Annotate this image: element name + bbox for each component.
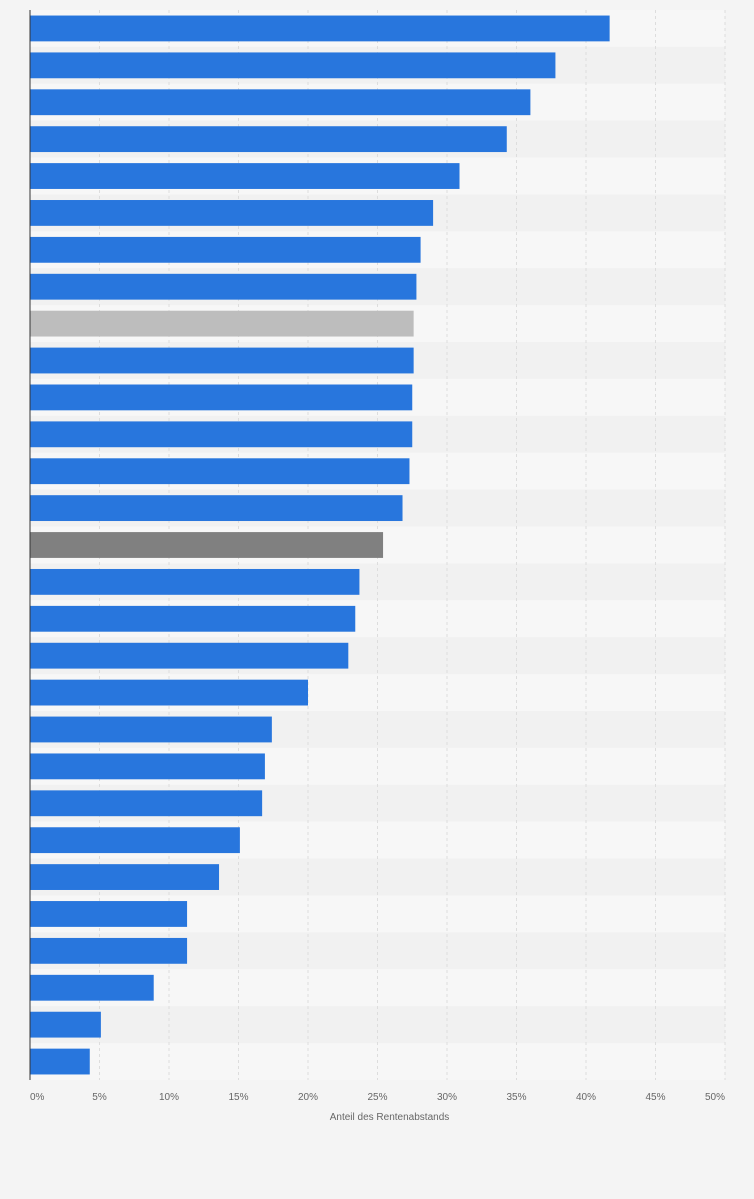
- bar: [30, 89, 531, 116]
- x-tick-label: 25%: [367, 1092, 387, 1103]
- x-tick-label: 20%: [298, 1092, 318, 1103]
- bar: [30, 864, 220, 890]
- bar: [30, 347, 414, 374]
- bar: [30, 52, 556, 79]
- bar: [30, 974, 154, 1001]
- x-tick-label: 40%: [576, 1092, 596, 1103]
- bar: [30, 827, 240, 854]
- x-tick-label: 0%: [30, 1092, 45, 1103]
- bar: [30, 421, 413, 448]
- bar: [30, 126, 507, 153]
- bar: [30, 532, 384, 558]
- x-tick-label: 50%: [705, 1092, 725, 1103]
- x-tick-label: 5%: [92, 1092, 107, 1103]
- bar: [30, 937, 188, 964]
- bar: [30, 901, 188, 927]
- bar: [30, 495, 403, 522]
- bar: [30, 605, 356, 632]
- bar: [30, 273, 417, 300]
- x-tick-label: 35%: [506, 1092, 526, 1103]
- x-axis-title: Anteil des Rentenabstands: [330, 1112, 450, 1123]
- bar: [30, 679, 308, 706]
- x-axis-ticks: 0% 5% 10% 15% 20% 25% 30% 35% 40% 45% 50%: [30, 1092, 725, 1103]
- x-tick-label: 10%: [159, 1092, 179, 1103]
- x-tick-label: 15%: [228, 1092, 248, 1103]
- bar: [30, 200, 434, 226]
- bar: [30, 236, 421, 263]
- bar: [30, 310, 414, 337]
- bar: [30, 568, 360, 595]
- bars: [30, 15, 610, 1075]
- bar: [30, 1048, 90, 1075]
- bar: [30, 384, 413, 411]
- x-tick-label: 30%: [437, 1092, 457, 1103]
- bar: [30, 163, 460, 189]
- bar: [30, 790, 263, 817]
- bar: [30, 1011, 101, 1038]
- x-tick-label: 45%: [645, 1092, 665, 1103]
- bar: [30, 458, 410, 485]
- bar: [30, 716, 272, 743]
- bar: [30, 15, 610, 42]
- bar: [30, 753, 265, 780]
- bar: [30, 642, 349, 669]
